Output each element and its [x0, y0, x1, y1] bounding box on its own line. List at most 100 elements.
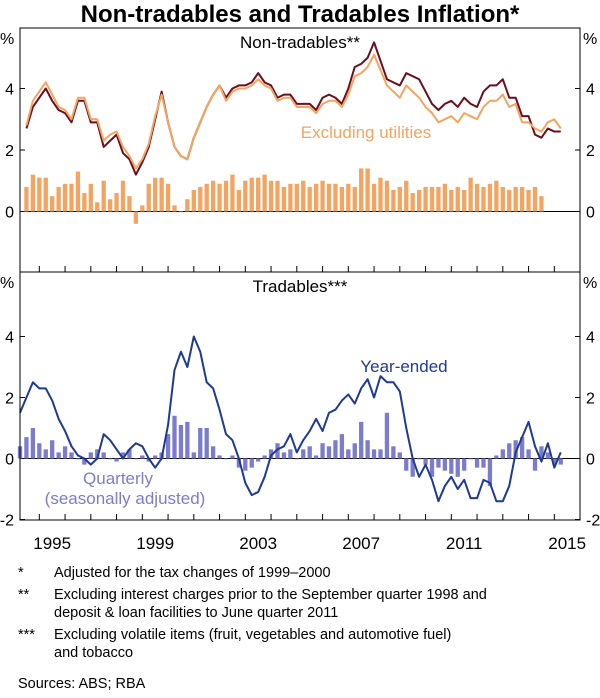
bar [101, 180, 106, 212]
bar [307, 446, 312, 459]
bar [107, 199, 113, 212]
bar [474, 458, 480, 468]
bar [359, 168, 364, 212]
bar [249, 177, 254, 212]
bar [378, 449, 383, 459]
bar [397, 186, 402, 212]
footnote-mark: ** [18, 587, 30, 603]
bar [507, 189, 512, 212]
bar [519, 186, 525, 212]
footnote-1: * Adjusted for the tax changes of 1999–2… [18, 564, 588, 582]
bar [436, 458, 441, 468]
bar [352, 186, 357, 212]
footnote-text: Excluding volatile items (fruit, vegetab… [54, 627, 452, 643]
bar [333, 183, 338, 212]
bar [140, 455, 145, 459]
bar [507, 443, 512, 459]
bar [346, 183, 351, 212]
bar [217, 183, 222, 212]
bar [204, 183, 209, 212]
bar [313, 455, 319, 459]
bar [404, 458, 409, 471]
bar [384, 412, 390, 459]
bar [397, 452, 402, 459]
bar [552, 458, 557, 465]
footnote-text: deposit & loan facilities to June quarte… [54, 605, 339, 621]
bar [359, 421, 364, 459]
bar [365, 168, 370, 212]
bar [230, 455, 235, 459]
panel-non-tradables: 0 0 2 2 4 4% % Non-tradables** [0, 31, 597, 224]
bar [462, 458, 467, 471]
bar [307, 186, 312, 212]
bar [56, 452, 61, 459]
footnote-text: Excluding interest charges prior to the … [54, 587, 487, 603]
bar [320, 443, 325, 459]
bar [43, 449, 48, 459]
bar [37, 177, 42, 212]
bar [313, 183, 319, 212]
y-tick-label-right: 0 [586, 205, 595, 222]
bar [436, 186, 441, 212]
bar [275, 443, 280, 459]
bar [82, 458, 87, 465]
bar [95, 449, 100, 459]
x-tick-label: 2011 [446, 534, 483, 553]
bar [429, 458, 435, 477]
bar [449, 189, 454, 212]
bar [288, 449, 293, 459]
bar [423, 186, 428, 212]
bar [429, 186, 435, 212]
chart-title: Non-tradables and Tradables Inflation* [81, 1, 520, 28]
y-tick-label-left: 0 [5, 205, 14, 222]
y-tick-label-right: -2 [586, 513, 600, 530]
bar [107, 458, 113, 460]
bar [165, 434, 171, 459]
bar [133, 211, 139, 224]
bar [114, 193, 119, 212]
bar [462, 189, 467, 212]
bar [30, 174, 36, 212]
bar [62, 183, 68, 212]
bar [449, 458, 454, 474]
bar [210, 446, 216, 459]
bar [371, 449, 377, 459]
bar [120, 180, 126, 212]
bar [519, 437, 525, 459]
bar [513, 440, 518, 459]
bar [500, 449, 505, 459]
bar [487, 183, 493, 212]
bar [243, 458, 248, 471]
bar [539, 446, 544, 459]
series-line [19, 335, 562, 503]
panel-title: Non-tradables** [240, 33, 360, 52]
bar [249, 458, 254, 468]
x-tick-label: 2015 [548, 534, 586, 553]
bar [204, 428, 209, 459]
bar [127, 196, 132, 212]
bar [243, 180, 248, 212]
bar [545, 452, 551, 459]
bar [352, 443, 357, 459]
bar [24, 186, 29, 212]
bar [320, 180, 325, 212]
bar [37, 443, 42, 459]
bar [172, 205, 177, 212]
sources: Sources: ABS; RBA [18, 676, 146, 692]
x-tick-label: 1999 [136, 534, 174, 553]
y-tick-label-left: -2 [0, 513, 14, 530]
bar [262, 174, 267, 212]
bar [120, 452, 126, 459]
bar [494, 455, 499, 459]
bar [539, 196, 544, 212]
bar [210, 180, 216, 212]
footnote-text: and tobacco [54, 645, 134, 661]
bar [526, 189, 531, 212]
y-tick-label-left: 2 [5, 143, 14, 160]
bar [256, 177, 261, 212]
series-label-excluding-utilities: Excluding utilities [301, 123, 431, 142]
bar [153, 455, 158, 459]
bar [487, 458, 493, 486]
bar [75, 458, 81, 460]
bar [223, 458, 229, 460]
